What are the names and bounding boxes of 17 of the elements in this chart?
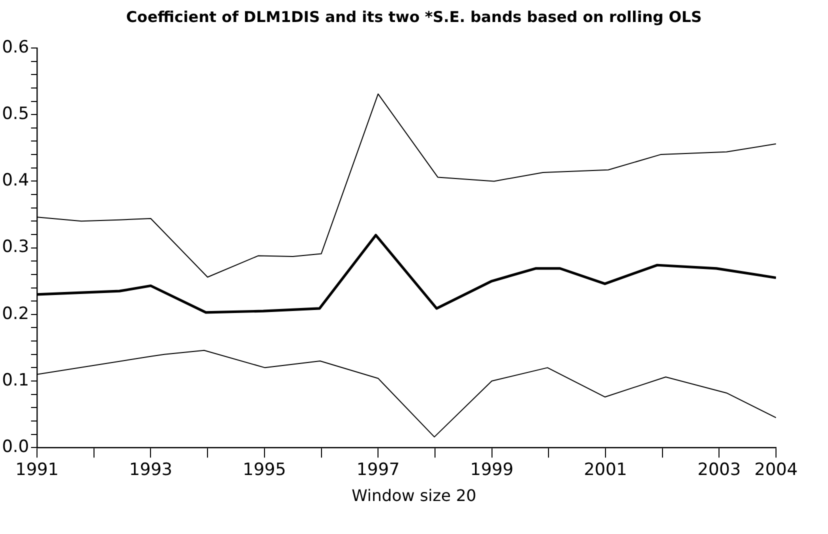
y-tick-label: 0.4 [2,170,30,191]
x-tick-label: 1995 [242,460,286,480]
y-tick-label: 0.2 [2,304,30,324]
x-tick-label: 1999 [470,460,514,480]
x-tick-label: 1997 [356,460,400,480]
x-tick-label: 2004 [754,460,798,480]
y-tick-label: 0.3 [2,237,30,258]
x-tick-label: 2001 [584,460,628,480]
x-tick-label: 2003 [698,460,741,480]
chart-title: Coefficient of DLM1DIS and its two *S.E. bands based on rolling OLS [125,8,703,26]
x-tick-label: 1991 [15,460,59,480]
y-tick-label: 0.6 [2,37,30,58]
x-tick-label: 1993 [129,460,172,480]
y-tick-label: 0.5 [2,104,30,124]
y-tick-label: 0.0 [2,437,30,458]
x-axis-title: Window size 20 [350,486,478,505]
y-tick-label: 0.1 [2,370,30,390]
